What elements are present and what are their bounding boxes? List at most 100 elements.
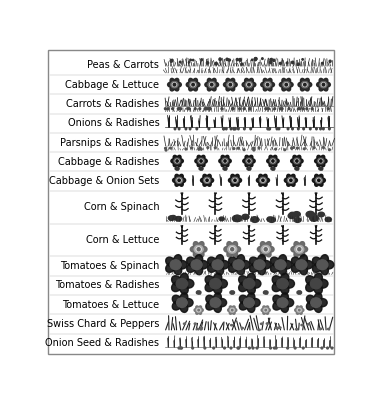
Circle shape (180, 347, 182, 349)
Text: Tomatoes & Radishes: Tomatoes & Radishes (55, 280, 159, 290)
Circle shape (294, 347, 296, 349)
Ellipse shape (246, 158, 252, 164)
Text: Corn & Spinach: Corn & Spinach (84, 202, 159, 212)
Circle shape (297, 291, 300, 294)
Ellipse shape (275, 260, 286, 270)
Ellipse shape (233, 308, 237, 312)
Ellipse shape (213, 82, 219, 87)
Text: Carrots & Radishes: Carrots & Radishes (66, 99, 159, 109)
Ellipse shape (261, 308, 265, 312)
Ellipse shape (198, 310, 201, 314)
Ellipse shape (317, 178, 321, 182)
Circle shape (262, 179, 264, 182)
Ellipse shape (229, 257, 238, 266)
Ellipse shape (301, 82, 308, 88)
Circle shape (292, 61, 294, 64)
Ellipse shape (275, 327, 277, 328)
Ellipse shape (226, 85, 231, 91)
Ellipse shape (229, 306, 232, 310)
Ellipse shape (303, 260, 313, 269)
Circle shape (266, 83, 269, 86)
Ellipse shape (260, 177, 266, 183)
Ellipse shape (173, 155, 178, 160)
Ellipse shape (239, 276, 249, 286)
Text: Cabbage & Onion Sets: Cabbage & Onion Sets (49, 176, 159, 186)
Ellipse shape (268, 128, 270, 130)
Circle shape (270, 61, 272, 64)
Ellipse shape (295, 308, 298, 312)
Ellipse shape (267, 128, 269, 130)
Circle shape (172, 108, 173, 110)
Ellipse shape (196, 310, 199, 314)
Ellipse shape (291, 181, 295, 186)
Ellipse shape (201, 155, 205, 160)
Ellipse shape (299, 242, 305, 249)
Ellipse shape (247, 283, 256, 294)
Ellipse shape (193, 78, 197, 84)
Ellipse shape (314, 273, 322, 284)
Ellipse shape (304, 85, 309, 91)
Ellipse shape (294, 250, 300, 257)
Ellipse shape (180, 273, 188, 284)
Ellipse shape (319, 174, 323, 180)
Circle shape (190, 59, 191, 61)
Circle shape (248, 347, 250, 349)
Ellipse shape (189, 82, 197, 88)
Ellipse shape (279, 82, 285, 87)
Ellipse shape (224, 246, 231, 252)
Ellipse shape (250, 128, 251, 130)
Ellipse shape (204, 177, 211, 183)
Ellipse shape (170, 85, 175, 91)
Ellipse shape (186, 263, 196, 272)
Ellipse shape (222, 158, 228, 164)
Circle shape (192, 347, 194, 349)
Ellipse shape (215, 255, 224, 266)
Ellipse shape (171, 82, 178, 88)
Ellipse shape (230, 78, 235, 84)
Ellipse shape (273, 295, 282, 304)
Ellipse shape (210, 83, 214, 87)
Circle shape (206, 179, 208, 182)
Ellipse shape (277, 327, 279, 328)
Ellipse shape (277, 278, 288, 289)
Circle shape (303, 347, 304, 349)
Ellipse shape (180, 293, 188, 303)
Circle shape (196, 291, 199, 294)
Ellipse shape (233, 148, 235, 150)
Circle shape (306, 108, 308, 110)
Ellipse shape (270, 257, 280, 266)
Ellipse shape (205, 276, 215, 286)
Ellipse shape (241, 327, 243, 329)
Circle shape (248, 168, 250, 170)
Ellipse shape (317, 260, 328, 270)
Ellipse shape (317, 162, 321, 167)
Ellipse shape (287, 174, 291, 180)
Ellipse shape (183, 298, 193, 307)
Circle shape (249, 108, 251, 110)
Ellipse shape (266, 83, 270, 87)
Text: Onions & Radishes: Onions & Radishes (68, 118, 159, 128)
Circle shape (226, 58, 228, 60)
Ellipse shape (329, 128, 330, 130)
Ellipse shape (200, 148, 202, 150)
Ellipse shape (264, 309, 267, 312)
Ellipse shape (226, 159, 231, 163)
Circle shape (224, 168, 226, 170)
Circle shape (194, 108, 196, 110)
Ellipse shape (227, 82, 234, 88)
Ellipse shape (230, 85, 235, 91)
Ellipse shape (247, 83, 251, 87)
Ellipse shape (219, 260, 229, 269)
Ellipse shape (263, 247, 269, 252)
Ellipse shape (249, 162, 253, 167)
Ellipse shape (197, 162, 201, 167)
Ellipse shape (303, 148, 305, 150)
Ellipse shape (228, 245, 237, 253)
Ellipse shape (233, 246, 241, 252)
Ellipse shape (259, 181, 263, 186)
Circle shape (210, 83, 213, 86)
Circle shape (304, 83, 306, 86)
Ellipse shape (217, 298, 227, 307)
Ellipse shape (298, 159, 303, 163)
Ellipse shape (327, 328, 330, 330)
